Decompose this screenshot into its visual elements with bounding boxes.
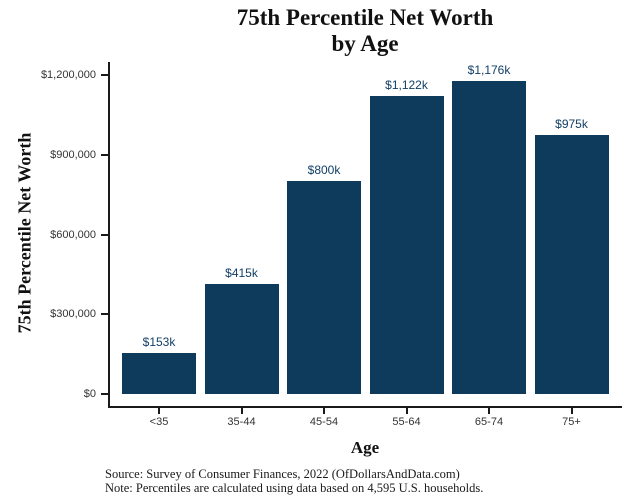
x-tick-mark — [570, 408, 573, 414]
y-tick-mark — [101, 233, 108, 236]
bar — [452, 81, 526, 394]
x-tick-label: 75+ — [562, 416, 581, 428]
y-tick-label: $900,000 — [50, 148, 96, 161]
y-tick-label: $300,000 — [50, 308, 96, 321]
bar-value-label: $975k — [555, 116, 588, 131]
bar — [534, 134, 609, 394]
y-tick-mark — [101, 153, 108, 156]
bar — [122, 353, 196, 394]
x-tick-mark — [158, 408, 160, 414]
y-tick-mark — [101, 393, 108, 395]
x-tick-label: 35-44 — [227, 416, 256, 428]
bar — [369, 95, 444, 394]
footer-source: Source: Survey of Consumer Finances, 202… — [105, 467, 460, 481]
y-tick-label: $0 — [83, 388, 96, 400]
x-tick-label: 55-64 — [392, 416, 421, 428]
bar-value-label: $800k — [307, 163, 341, 178]
x-tick-mark — [488, 408, 490, 414]
y-tick-label: $600,000 — [50, 228, 96, 241]
footer-note: Note: Percentiles are calculated using d… — [105, 480, 484, 495]
bar — [287, 181, 361, 394]
y-tick-mark — [101, 313, 108, 316]
x-axis-line — [108, 406, 622, 408]
chart-title: 75th Percentile Net Worth by Age — [108, 5, 622, 57]
x-tick-mark — [405, 408, 408, 414]
bar — [204, 283, 279, 394]
x-tick-mark — [323, 408, 325, 414]
x-tick-label: 65-74 — [474, 416, 504, 428]
chart-title-line1: 75th Percentile Net Worth — [236, 5, 494, 30]
y-tick-label: $1,200,000 — [40, 69, 96, 81]
footer-notes: Source: Survey of Consumer Finances, 202… — [105, 467, 620, 495]
x-tick-label: 45-54 — [309, 416, 339, 428]
bar-value-label: $1,122k — [385, 77, 428, 92]
bar-value-label: $415k — [225, 265, 258, 280]
y-tick-mark — [101, 74, 108, 76]
x-tick-label: <35 — [149, 416, 169, 428]
y-axis-line — [108, 62, 110, 408]
x-axis-title: Age — [350, 438, 380, 457]
bar-value-label: $153k — [142, 335, 176, 350]
x-tick-mark — [240, 408, 243, 414]
bar-value-label: $1,176k — [467, 63, 511, 78]
chart-title-line2: by Age — [331, 31, 399, 56]
